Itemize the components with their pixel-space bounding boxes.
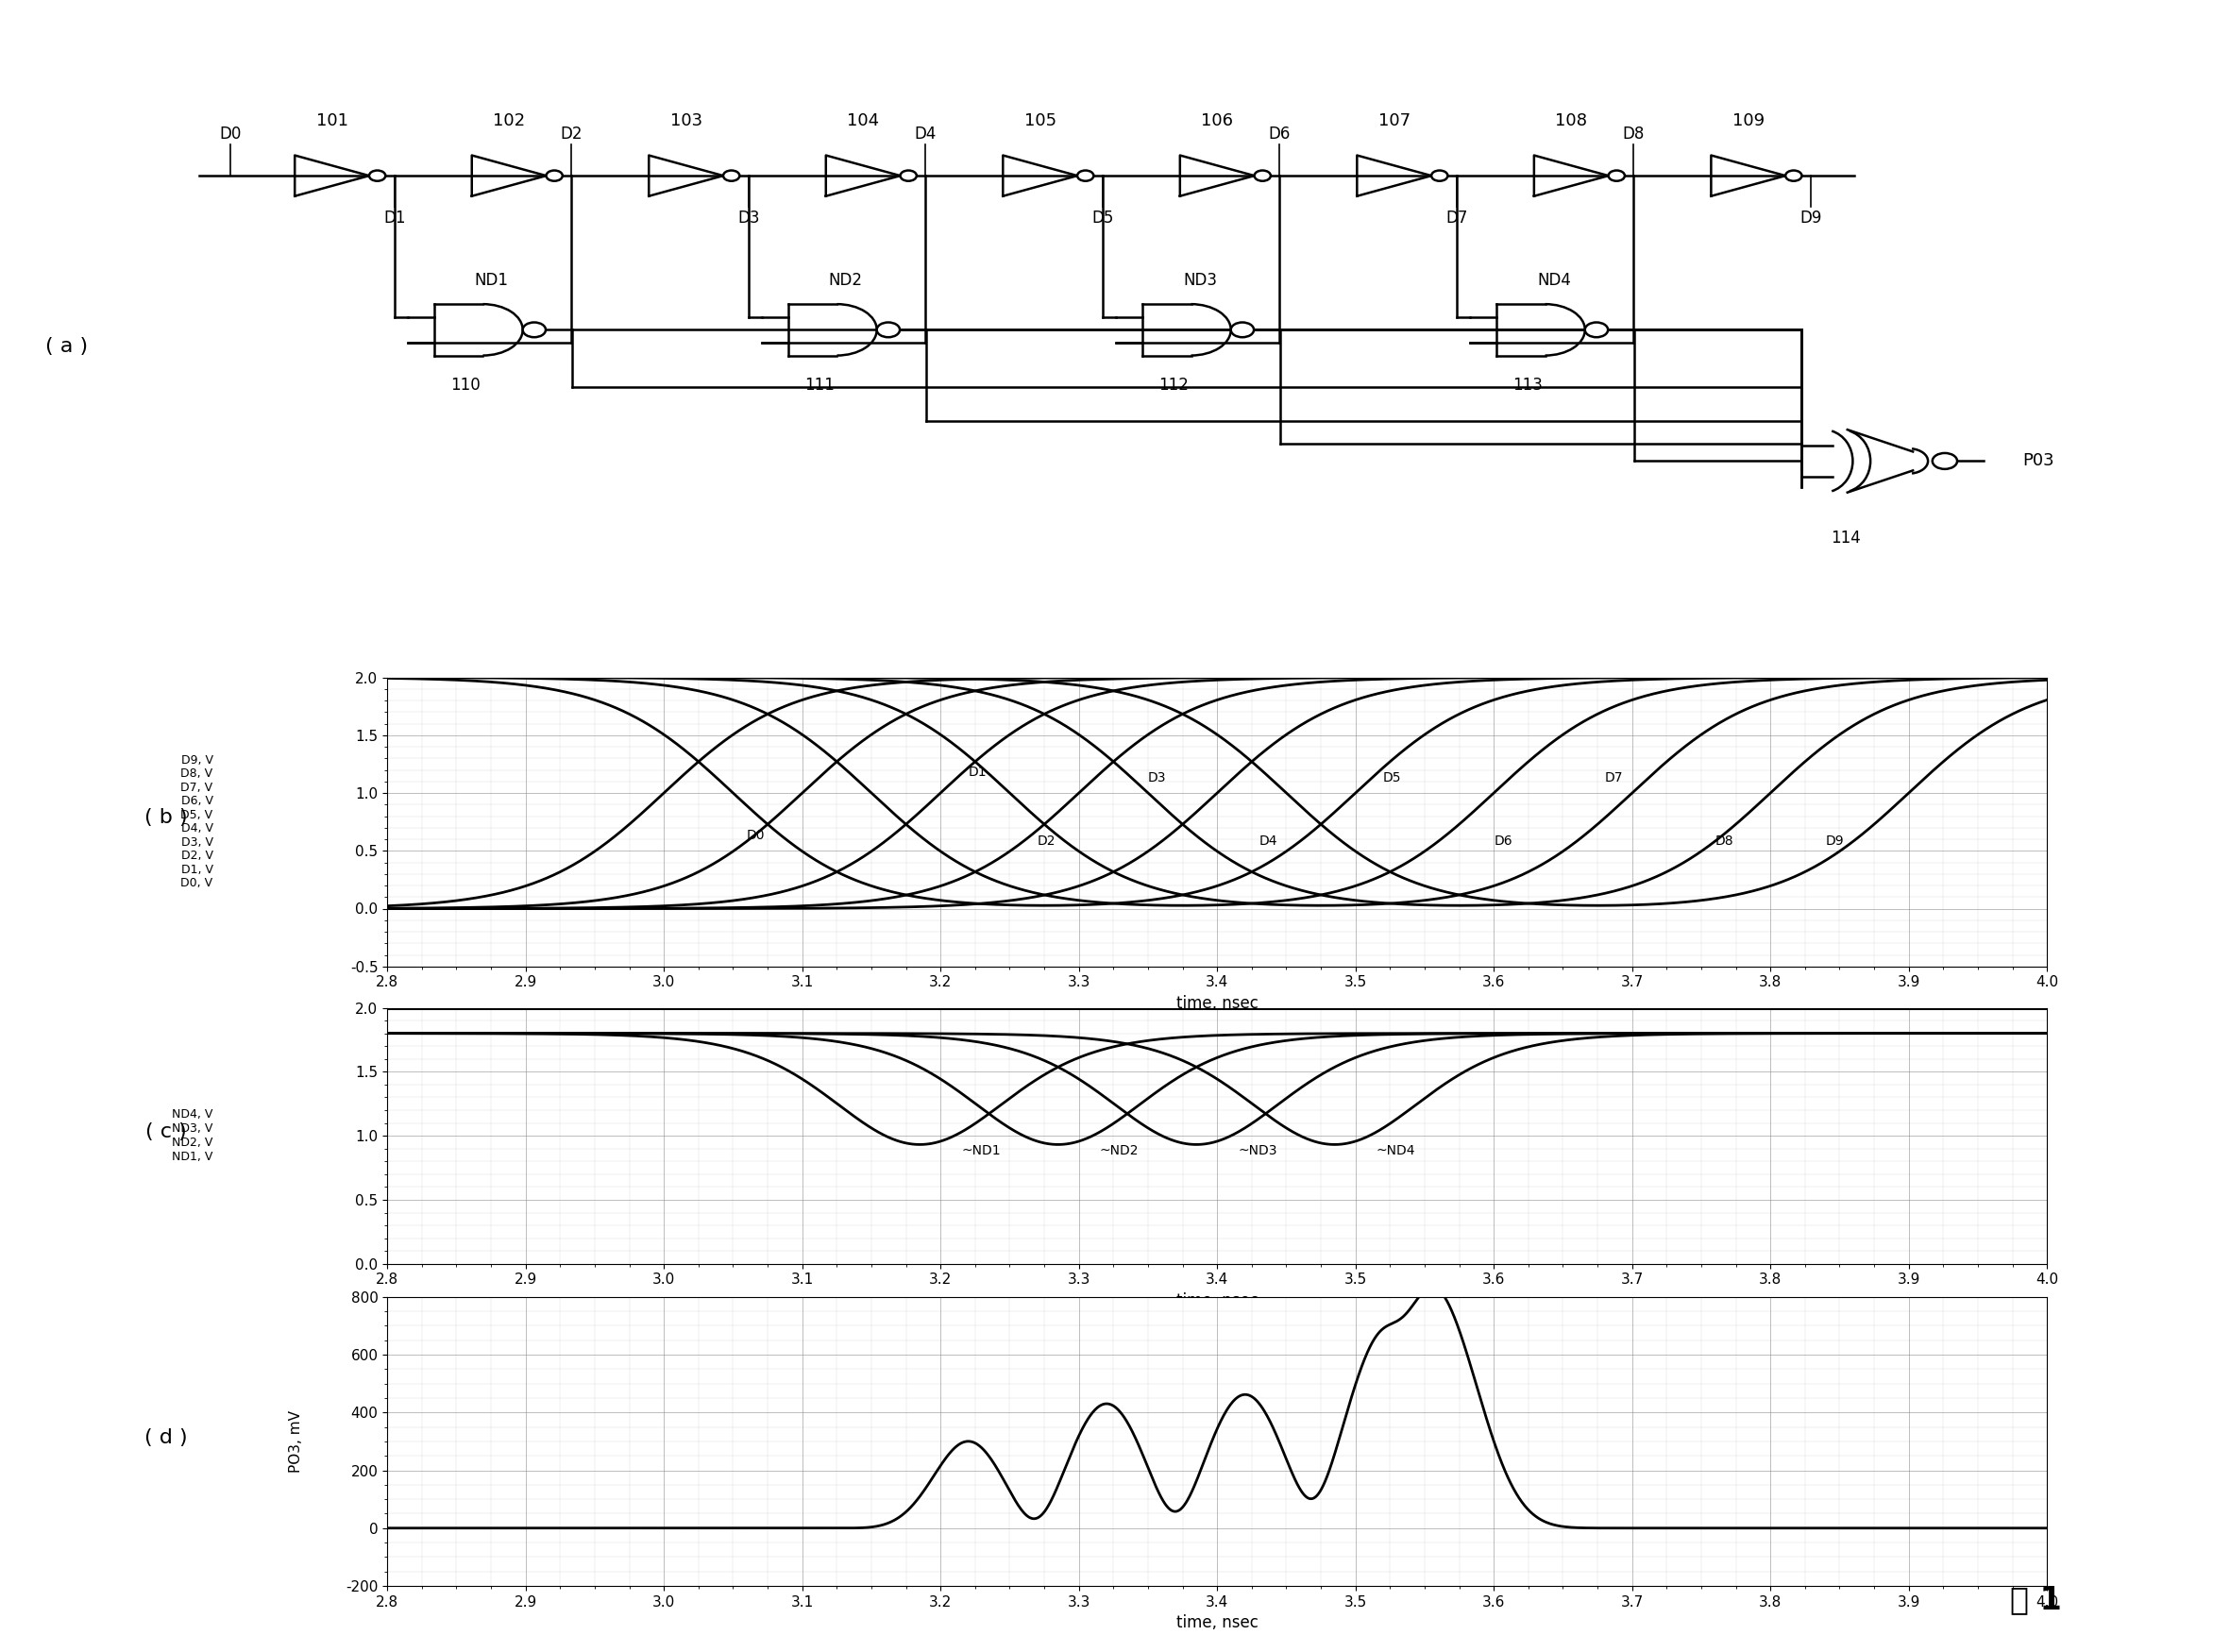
Text: 111: 111 [803, 377, 834, 393]
Circle shape [522, 322, 547, 337]
Text: D9: D9 [1799, 210, 1821, 226]
Circle shape [547, 170, 562, 182]
X-axis label: time, nsec: time, nsec [1175, 1614, 1259, 1632]
Text: ( d ): ( d ) [144, 1427, 188, 1447]
Text: 112: 112 [1157, 377, 1188, 393]
X-axis label: time, nsec: time, nsec [1175, 1292, 1259, 1310]
Text: ~ND3: ~ND3 [1237, 1145, 1277, 1158]
Text: 107: 107 [1379, 112, 1410, 129]
Text: 图 1: 图 1 [2009, 1584, 2063, 1616]
Text: 108: 108 [1556, 112, 1587, 129]
Circle shape [1585, 322, 1609, 337]
Text: D3: D3 [737, 210, 759, 226]
Text: D6: D6 [1494, 834, 1511, 847]
Text: D0: D0 [746, 829, 766, 843]
Text: 114: 114 [1830, 530, 1861, 547]
Text: D2: D2 [560, 126, 582, 142]
Text: D0: D0 [219, 126, 241, 142]
Text: ND4, V
ND3, V
ND2, V
ND1, V: ND4, V ND3, V ND2, V ND1, V [173, 1108, 212, 1163]
Text: D4: D4 [914, 126, 936, 142]
Text: P03: P03 [2023, 453, 2054, 469]
Text: D5: D5 [1383, 771, 1401, 785]
Text: D9, V
D8, V
D7, V
D6, V
D5, V
D4, V
D3, V
D2, V
D1, V
D0, V: D9, V D8, V D7, V D6, V D5, V D4, V D3, … [181, 753, 212, 889]
Text: D8: D8 [1715, 834, 1733, 847]
Text: D2: D2 [1038, 834, 1056, 847]
Text: 105: 105 [1025, 112, 1056, 129]
Text: 101: 101 [316, 112, 347, 129]
Text: ( b ): ( b ) [144, 808, 188, 828]
Text: 110: 110 [449, 377, 480, 393]
Circle shape [1786, 170, 1801, 182]
Text: D8: D8 [1622, 126, 1644, 142]
Text: 104: 104 [848, 112, 879, 129]
Text: ND1: ND1 [476, 271, 509, 289]
Text: D9: D9 [1826, 834, 1843, 847]
Circle shape [1255, 170, 1270, 182]
Circle shape [724, 170, 739, 182]
Text: 109: 109 [1733, 112, 1764, 129]
Text: ND3: ND3 [1184, 271, 1217, 289]
Text: ~ND1: ~ND1 [960, 1145, 1000, 1158]
Circle shape [1609, 170, 1624, 182]
Circle shape [1432, 170, 1447, 182]
Circle shape [901, 170, 916, 182]
Text: D6: D6 [1268, 126, 1290, 142]
Text: D1: D1 [969, 765, 987, 778]
Text: D3: D3 [1149, 771, 1166, 785]
Text: ND2: ND2 [830, 271, 863, 289]
Text: ND4: ND4 [1538, 271, 1571, 289]
Circle shape [370, 170, 385, 182]
X-axis label: time, nsec: time, nsec [1175, 995, 1259, 1013]
Text: ~ND4: ~ND4 [1376, 1145, 1416, 1158]
Circle shape [1078, 170, 1093, 182]
Text: D5: D5 [1091, 210, 1113, 226]
Text: D1: D1 [383, 210, 405, 226]
Text: 102: 102 [493, 112, 524, 129]
Text: ~ND2: ~ND2 [1100, 1145, 1140, 1158]
Circle shape [1932, 453, 1956, 469]
Text: 106: 106 [1202, 112, 1233, 129]
Circle shape [876, 322, 901, 337]
Text: D7: D7 [1604, 771, 1622, 785]
Circle shape [1230, 322, 1255, 337]
Text: D7: D7 [1445, 210, 1467, 226]
Text: D4: D4 [1259, 834, 1277, 847]
Text: 113: 113 [1511, 377, 1542, 393]
Text: ( c ): ( c ) [146, 1122, 186, 1142]
Text: ( a ): ( a ) [44, 337, 89, 357]
Text: PO3, mV: PO3, mV [290, 1411, 303, 1472]
Text: 103: 103 [671, 112, 702, 129]
